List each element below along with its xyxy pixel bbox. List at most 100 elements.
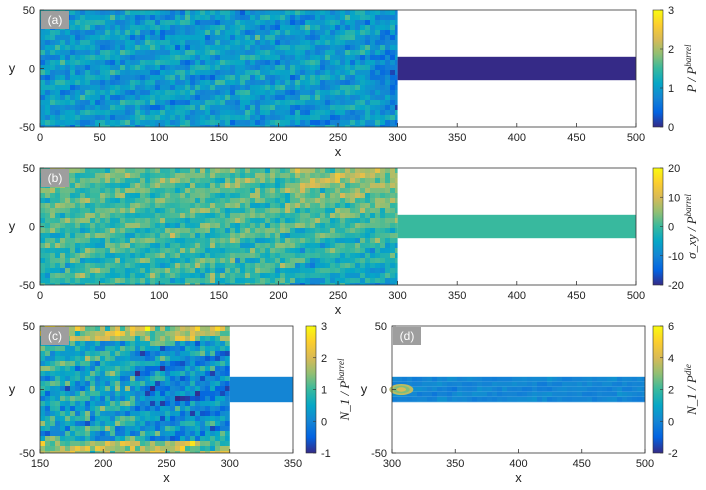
heat-cell — [80, 85, 85, 90]
heat-cell — [75, 248, 80, 253]
x-tick-label: 450 — [573, 458, 591, 470]
heat-cell — [340, 173, 345, 178]
heat-cell — [80, 426, 85, 431]
heat-cell — [110, 30, 115, 35]
heat-cell — [335, 273, 340, 278]
heat-cell — [250, 273, 255, 278]
heat-cell — [200, 268, 205, 273]
heat-cell — [305, 35, 310, 40]
heat-cell — [417, 376, 422, 382]
heat-cell — [365, 278, 370, 283]
heat-cell — [60, 416, 65, 421]
heat-cell — [180, 253, 185, 258]
heat-cell — [135, 273, 140, 278]
heat-cell — [355, 188, 360, 193]
heat-cell — [145, 125, 150, 127]
heat-cell — [45, 263, 50, 268]
heat-cell — [240, 178, 245, 183]
heat-cell — [315, 90, 320, 95]
heat-cell — [225, 326, 230, 331]
heat-cell — [60, 85, 65, 90]
heat-cell — [497, 376, 502, 382]
heat-cell — [160, 346, 165, 351]
heat-cell — [230, 218, 235, 223]
heat-cell — [40, 346, 45, 351]
heat-cell — [290, 10, 295, 15]
heat-cell — [255, 178, 260, 183]
heat-cell — [370, 120, 375, 125]
heat-cell — [402, 376, 407, 382]
heat-cell — [195, 55, 200, 60]
heat-cell — [195, 391, 200, 396]
heat-cell — [185, 243, 190, 248]
heat-cell — [140, 115, 145, 120]
heat-cell — [457, 386, 462, 392]
heat-cell — [305, 75, 310, 80]
heat-cell — [240, 278, 245, 283]
heat-cell — [95, 110, 100, 115]
heat-cell — [335, 258, 340, 263]
heat-cell — [295, 50, 300, 55]
heat-cell — [125, 396, 130, 401]
heat-cell — [275, 178, 280, 183]
heat-cell — [40, 253, 45, 258]
heat-cell — [557, 386, 562, 392]
heat-cell — [220, 233, 225, 238]
heat-cell — [395, 65, 398, 70]
heat-cell — [70, 15, 75, 20]
heat-cell — [185, 331, 190, 336]
heat-cell — [235, 90, 240, 95]
heat-cell — [225, 233, 230, 238]
colorbar-tick-label: 1 — [321, 385, 327, 397]
heat-cell — [65, 105, 70, 110]
heat-cell — [165, 85, 170, 90]
heat-cell — [275, 110, 280, 115]
heat-cell — [240, 125, 245, 127]
heat-cell — [115, 336, 120, 341]
heat-cell — [180, 110, 185, 115]
heat-cell — [285, 55, 290, 60]
heat-cell — [75, 356, 80, 361]
heat-cell — [587, 391, 592, 397]
heat-cell — [205, 218, 210, 223]
heat-cell — [185, 25, 190, 30]
heat-cell — [365, 105, 370, 110]
heat-cell — [85, 371, 90, 376]
heat-cell — [220, 213, 225, 218]
heat-cell — [365, 263, 370, 268]
heat-cell — [195, 376, 200, 381]
heat-cell — [255, 283, 260, 285]
heat-cell — [360, 40, 365, 45]
heat-cell — [80, 253, 85, 258]
heat-cell — [542, 396, 547, 402]
colorbar-tick-label: -1 — [321, 448, 331, 460]
y-tick-label: 0 — [29, 385, 35, 397]
heat-cell — [215, 336, 220, 341]
heat-cell — [140, 346, 145, 351]
heat-cell — [195, 351, 200, 356]
heat-cell — [360, 100, 365, 105]
heat-cell — [185, 45, 190, 50]
heat-cell — [300, 15, 305, 20]
heat-cell — [215, 416, 220, 421]
heat-cell — [265, 125, 270, 127]
heat-cell — [225, 258, 230, 263]
heat-cell — [100, 198, 105, 203]
heat-cell — [210, 238, 215, 243]
heat-cell — [140, 243, 145, 248]
heat-cell — [340, 65, 345, 70]
heat-cell — [150, 105, 155, 110]
heat-cell — [190, 371, 195, 376]
heat-cell — [442, 391, 447, 397]
heat-cell — [85, 331, 90, 336]
heat-cell — [40, 243, 45, 248]
heat-cell — [160, 120, 165, 125]
heat-cell — [130, 406, 135, 411]
heat-cell — [375, 223, 380, 228]
heat-cell — [385, 75, 390, 80]
heat-cell — [220, 326, 225, 331]
heat-cell — [345, 223, 350, 228]
heat-cell — [70, 55, 75, 60]
heat-cell — [90, 218, 95, 223]
heat-cell — [375, 243, 380, 248]
